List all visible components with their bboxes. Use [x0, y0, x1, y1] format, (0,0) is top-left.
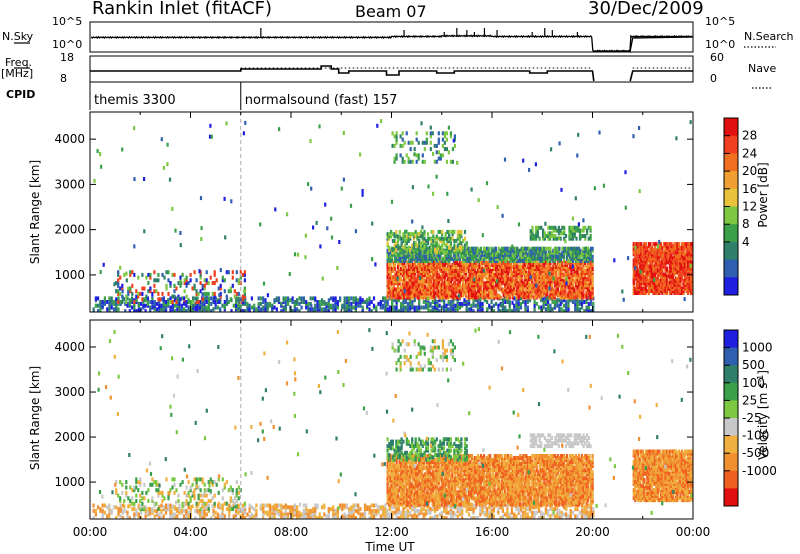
nsky-line	[90, 34, 693, 54]
velocity-colorbar-tick-label: 25	[742, 393, 757, 407]
colorbar-segment	[724, 488, 738, 507]
colorbar-segment	[724, 241, 738, 261]
power-ylabel: Slant Range [km]	[28, 160, 42, 264]
freq-panel-frame	[89, 55, 694, 83]
colorbar-segment	[724, 400, 738, 419]
colorbar-segment	[724, 470, 738, 489]
colorbar-segment	[724, 224, 738, 243]
colorbar-segment	[724, 206, 738, 225]
colorbar-segment	[724, 330, 738, 349]
velocity-panel: 1000 2000 3000 4000 00:00 04:00 08:00 12:00 16:0…	[54, 319, 711, 539]
nave-label: Nave	[748, 62, 777, 75]
power-colorbar: 28 24 20 16 12 8 4	[723, 117, 757, 296]
xtick-label: 00:00	[73, 525, 108, 539]
velocity-colorbar-tick-label: -25	[742, 411, 762, 425]
velocity-colorbar-label: Velocity [m s-1]	[756, 370, 771, 460]
cpid-mode-label: normalsound (fast) 157	[245, 93, 398, 108]
colorbar-segment	[724, 188, 738, 207]
power-scatter-field	[92, 119, 693, 312]
colorbars: 28 24 20 16 12 8 4 1000 500 100 25 -25 -100 -500 -1000	[723, 117, 777, 507]
ytick-label: 2000	[54, 430, 85, 444]
colorbar-segment	[724, 135, 738, 154]
time-xlabel: Time UT	[364, 540, 415, 554]
colorbar-segment	[724, 171, 738, 190]
colorbar-segment	[724, 453, 738, 472]
station-title: Rankin Inlet (fitACF)	[92, 0, 273, 19]
nsky-tick-low: 10^0	[52, 38, 82, 51]
nsky-label: N.Sky	[2, 30, 34, 43]
velocity-colorbar-tick-label: 500	[742, 358, 765, 372]
power-colorbar-tick-label: 28	[742, 129, 757, 143]
date-title: 30/Dec/2009	[588, 0, 704, 19]
power-colorbar-tick-label: 16	[742, 182, 757, 196]
nsearch-tick-high: 10^5	[705, 15, 735, 28]
nave-tick-low: 0	[710, 72, 717, 85]
freq-label: Freq.	[5, 56, 33, 69]
cpid-label: CPID	[6, 88, 36, 101]
power-colorbar-tick-label: 20	[742, 164, 757, 178]
colorbar-segment	[724, 118, 738, 137]
velocity-colorbar-tick-label: -1000	[742, 464, 777, 478]
power-colorbar-tick-label: 24	[742, 146, 757, 160]
velocity-colorbar-tick-label: 1000	[742, 341, 773, 355]
velocity-colorbar-tick-label: -500	[742, 446, 769, 460]
xtick-label: 12:00	[374, 525, 409, 539]
cpid-mode-label: themis 3300	[94, 93, 176, 108]
freq-tick-high: 18	[60, 51, 74, 64]
colorbar-segment	[724, 365, 738, 384]
nsky-line-late	[629, 36, 694, 52]
ytick-label: 4000	[54, 132, 85, 146]
power-colorbar-tick-label: 8	[742, 217, 750, 231]
velocity-colorbar-tick-label: -100	[742, 429, 769, 443]
colorbar-segment	[724, 259, 738, 278]
colorbar-segment	[724, 347, 738, 366]
freq-unit-label: [MHz]	[1, 67, 34, 80]
velocity-scatter-field	[92, 327, 693, 519]
beam-title: Beam 07	[355, 2, 427, 21]
ytick-label: 1000	[54, 475, 85, 489]
ytick-label: 2000	[54, 223, 85, 237]
freq-tick-low: 8	[60, 72, 67, 85]
nsearch-label: N.Search	[744, 30, 794, 43]
nsky-tick-high: 10^5	[52, 15, 82, 28]
xtick-label: 20:00	[575, 525, 610, 539]
ytick-label: 3000	[54, 177, 85, 191]
velocity-colorbar-tick-label: 100	[742, 376, 765, 390]
colorbar-segment	[724, 435, 738, 454]
ytick-label: 4000	[54, 340, 85, 354]
xtick-label: 00:00	[676, 525, 711, 539]
freq-line	[90, 65, 595, 82]
nsearch-tick-low: 10^0	[705, 38, 735, 51]
colorbar-segment	[724, 153, 738, 172]
nave-tick-high: 60	[710, 51, 724, 64]
data-panels: 1000 2000 3000 4000 1000 2000 3000 4000 00:00 04:…	[54, 111, 711, 539]
power-colorbar-tick-label: 4	[742, 235, 750, 249]
colorbar-segment	[724, 277, 738, 296]
velocity-colorbar: 1000 500 100 25 -25 -100 -500 -1000	[723, 329, 777, 507]
power-panel: 1000 2000 3000 4000	[54, 111, 694, 313]
xtick-label: 04:00	[173, 525, 208, 539]
ytick-label: 1000	[54, 268, 85, 282]
freq-line-late	[629, 70, 693, 82]
aux-panels: themis 3300 normalsound (fast) 157	[89, 21, 694, 110]
power-colorbar-label: Power [dB]	[756, 162, 770, 227]
colorbar-segment	[724, 382, 738, 401]
xtick-label: 08:00	[274, 525, 309, 539]
xtick-label: 16:00	[475, 525, 510, 539]
power-colorbar-tick-label: 12	[742, 200, 757, 214]
velocity-ylabel: Slant Range [km]	[28, 366, 42, 470]
colorbar-segment	[724, 418, 738, 437]
ytick-label: 3000	[54, 385, 85, 399]
